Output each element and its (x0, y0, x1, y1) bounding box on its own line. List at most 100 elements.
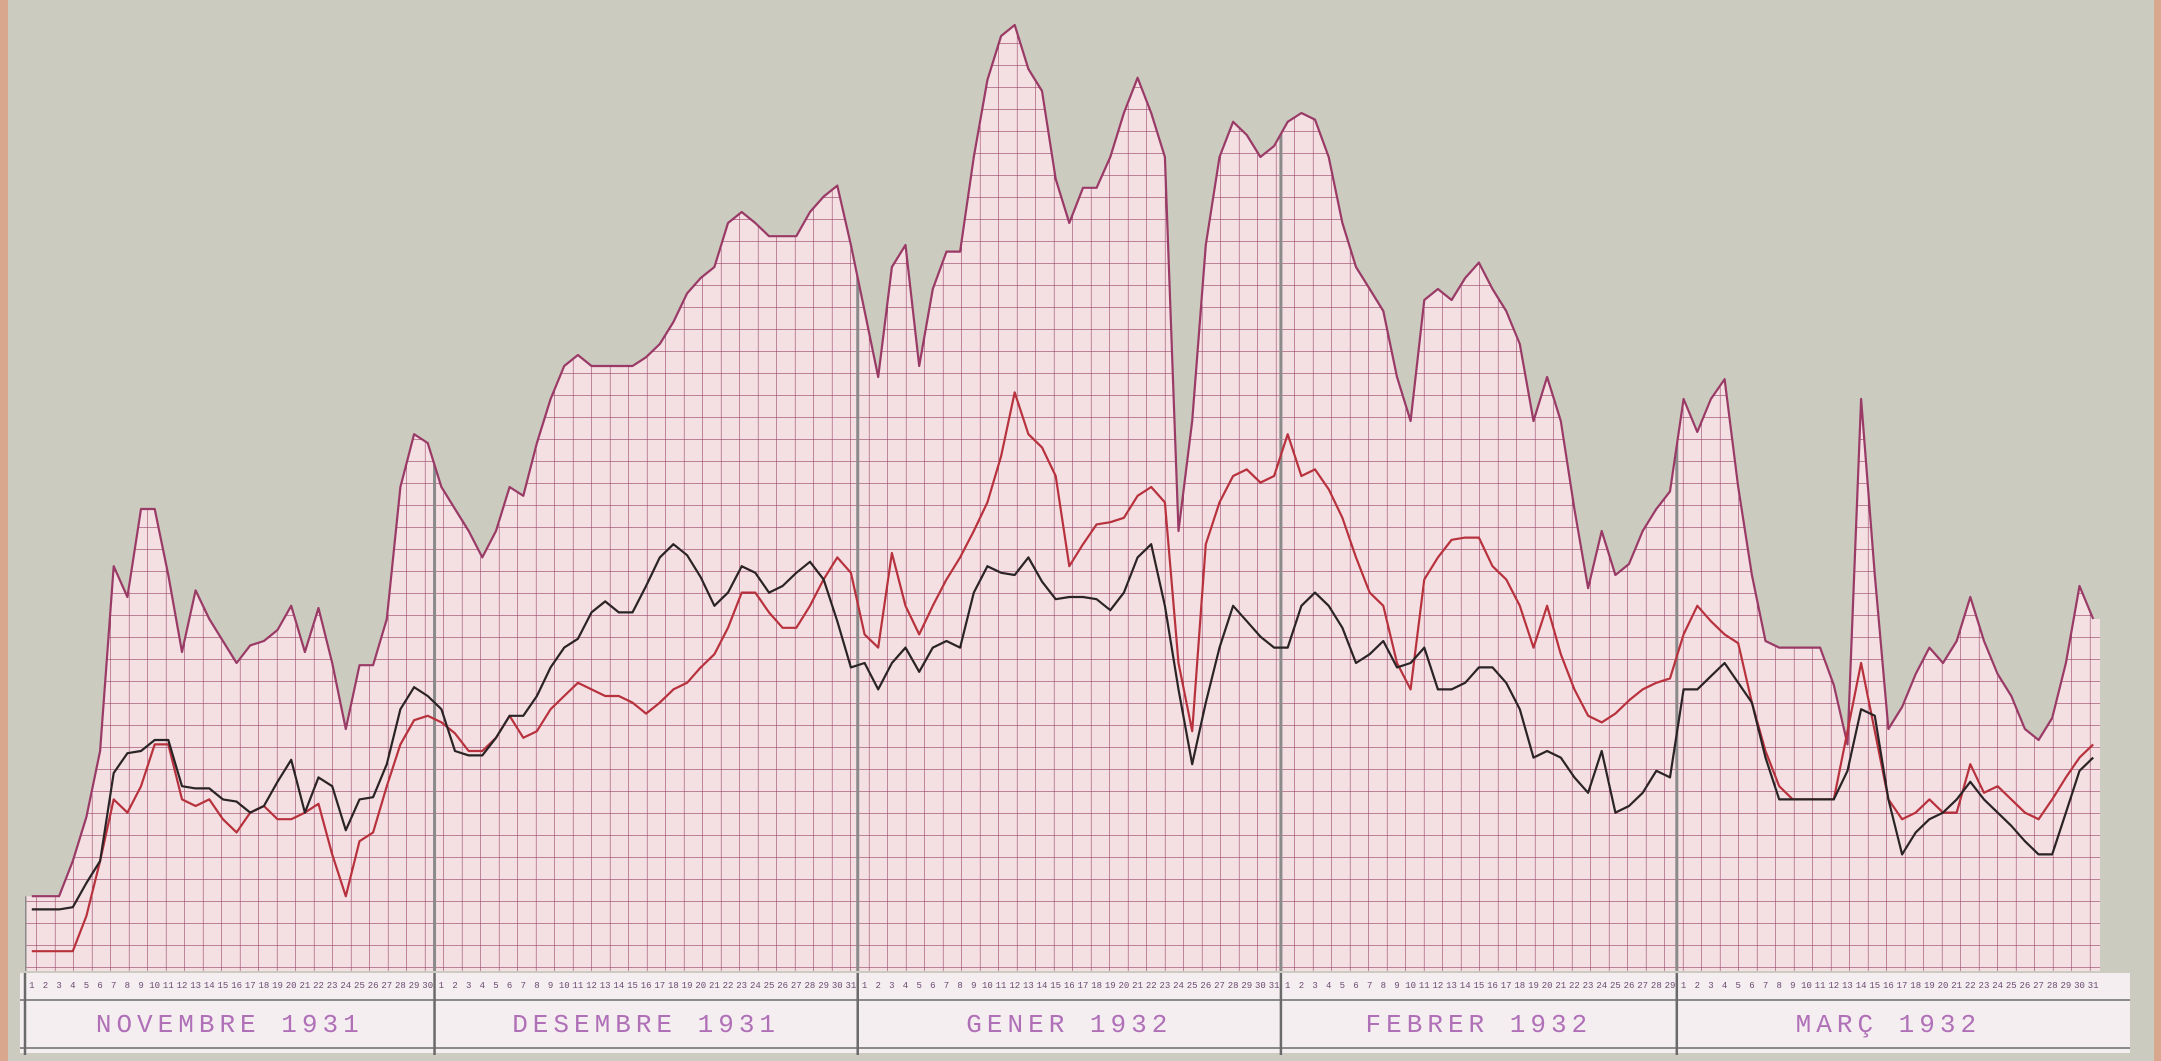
day-label: 24 (340, 981, 351, 991)
day-label: 28 (1651, 981, 1662, 991)
line (31, 23, 2095, 898)
day-label: 19 (1105, 981, 1116, 991)
day-label: 14 (613, 981, 624, 991)
day-label: 29 (818, 981, 829, 991)
day-label: 26 (777, 981, 788, 991)
day-label: 26 (1624, 981, 1635, 991)
day-label: 15 (1473, 981, 1484, 991)
day-label: 26 (368, 981, 379, 991)
day-label: 12 (1828, 981, 1839, 991)
day-label: 30 (422, 981, 433, 991)
day-label: 21 (1951, 981, 1962, 991)
day-label: 5 (84, 981, 89, 991)
day-label: 17 (1078, 981, 1089, 991)
day-label: 11 (163, 981, 174, 991)
day-label: 9 (1790, 981, 1795, 991)
day-label: 25 (2006, 981, 2017, 991)
day-label: 14 (1037, 981, 1048, 991)
line (31, 543, 2094, 911)
day-label: 22 (723, 981, 734, 991)
day-label: 2 (876, 981, 881, 991)
day-label: 19 (272, 981, 283, 991)
day-label: 10 (1801, 981, 1812, 991)
day-label: 16 (1064, 981, 1075, 991)
day-label: 9 (548, 981, 553, 991)
day-label: 31 (1269, 981, 1280, 991)
day-label: 11 (1815, 981, 1826, 991)
day-label: 19 (1528, 981, 1539, 991)
day-label: 7 (944, 981, 949, 991)
day-label: 19 (1924, 981, 1935, 991)
day-label: 11 (572, 981, 583, 991)
day-label: 4 (70, 981, 75, 991)
day-label: 15 (627, 981, 638, 991)
day-label: 2 (1695, 981, 1700, 991)
month-label: GENER 1932 (966, 1010, 1172, 1040)
day-label: 3 (1312, 981, 1317, 991)
day-label: 10 (559, 981, 570, 991)
day-label: 24 (1596, 981, 1607, 991)
day-label: 16 (1487, 981, 1498, 991)
day-label: 5 (916, 981, 921, 991)
day-label: 29 (1241, 981, 1252, 991)
day-label: 22 (1569, 981, 1580, 991)
day-label: 20 (1542, 981, 1553, 991)
day-label: 6 (507, 981, 512, 991)
day-label: 13 (1446, 981, 1457, 991)
day-label: 5 (493, 981, 498, 991)
day-label: 21 (1555, 981, 1566, 991)
day-label: 20 (286, 981, 297, 991)
day-label: 1 (862, 981, 867, 991)
day-label: 8 (1381, 981, 1386, 991)
day-label: 15 (1869, 981, 1880, 991)
day-label: 9 (971, 981, 976, 991)
day-label: 16 (641, 981, 652, 991)
day-label: 23 (1979, 981, 1990, 991)
day-label: 8 (1776, 981, 1781, 991)
day-label: 3 (889, 981, 894, 991)
day-label: 2 (452, 981, 457, 991)
day-label: 18 (1514, 981, 1525, 991)
day-label: 5 (1340, 981, 1345, 991)
day-label: 3 (466, 981, 471, 991)
day-label: 31 (2088, 981, 2099, 991)
day-label: 15 (218, 981, 229, 991)
day-label: 21 (1132, 981, 1143, 991)
day-label: 14 (204, 981, 215, 991)
day-label: 30 (1255, 981, 1266, 991)
day-label: 12 (177, 981, 188, 991)
day-label: 24 (1173, 981, 1184, 991)
day-label: 18 (258, 981, 269, 991)
day-label: 9 (138, 981, 143, 991)
day-label: 15 (1050, 981, 1061, 991)
day-label: 29 (1665, 981, 1676, 991)
day-label: 7 (111, 981, 116, 991)
day-label: 21 (709, 981, 720, 991)
day-label: 3 (1708, 981, 1713, 991)
day-label: 12 (1009, 981, 1020, 991)
day-label: 25 (1187, 981, 1198, 991)
day-label: 17 (654, 981, 665, 991)
day-label: 13 (1842, 981, 1853, 991)
day-label: 23 (327, 981, 338, 991)
month-label: FEBRER 1932 (1366, 1010, 1593, 1040)
day-label: 20 (1119, 981, 1130, 991)
day-label: 2 (43, 981, 48, 991)
day-label: 27 (1637, 981, 1648, 991)
day-label: 11 (996, 981, 1007, 991)
day-label: 1 (439, 981, 444, 991)
day-label: 30 (832, 981, 843, 991)
day-label: 6 (1749, 981, 1754, 991)
day-label: 10 (149, 981, 160, 991)
day-label: 19 (682, 981, 693, 991)
day-label: 4 (903, 981, 908, 991)
day-label: 5 (1736, 981, 1741, 991)
day-label: 18 (668, 981, 679, 991)
day-label: 25 (354, 981, 365, 991)
day-label: 28 (805, 981, 816, 991)
day-label: 7 (1367, 981, 1372, 991)
day-label: 7 (521, 981, 526, 991)
day-label: 14 (1460, 981, 1471, 991)
day-label: 26 (1200, 981, 1211, 991)
day-label: 13 (1023, 981, 1034, 991)
